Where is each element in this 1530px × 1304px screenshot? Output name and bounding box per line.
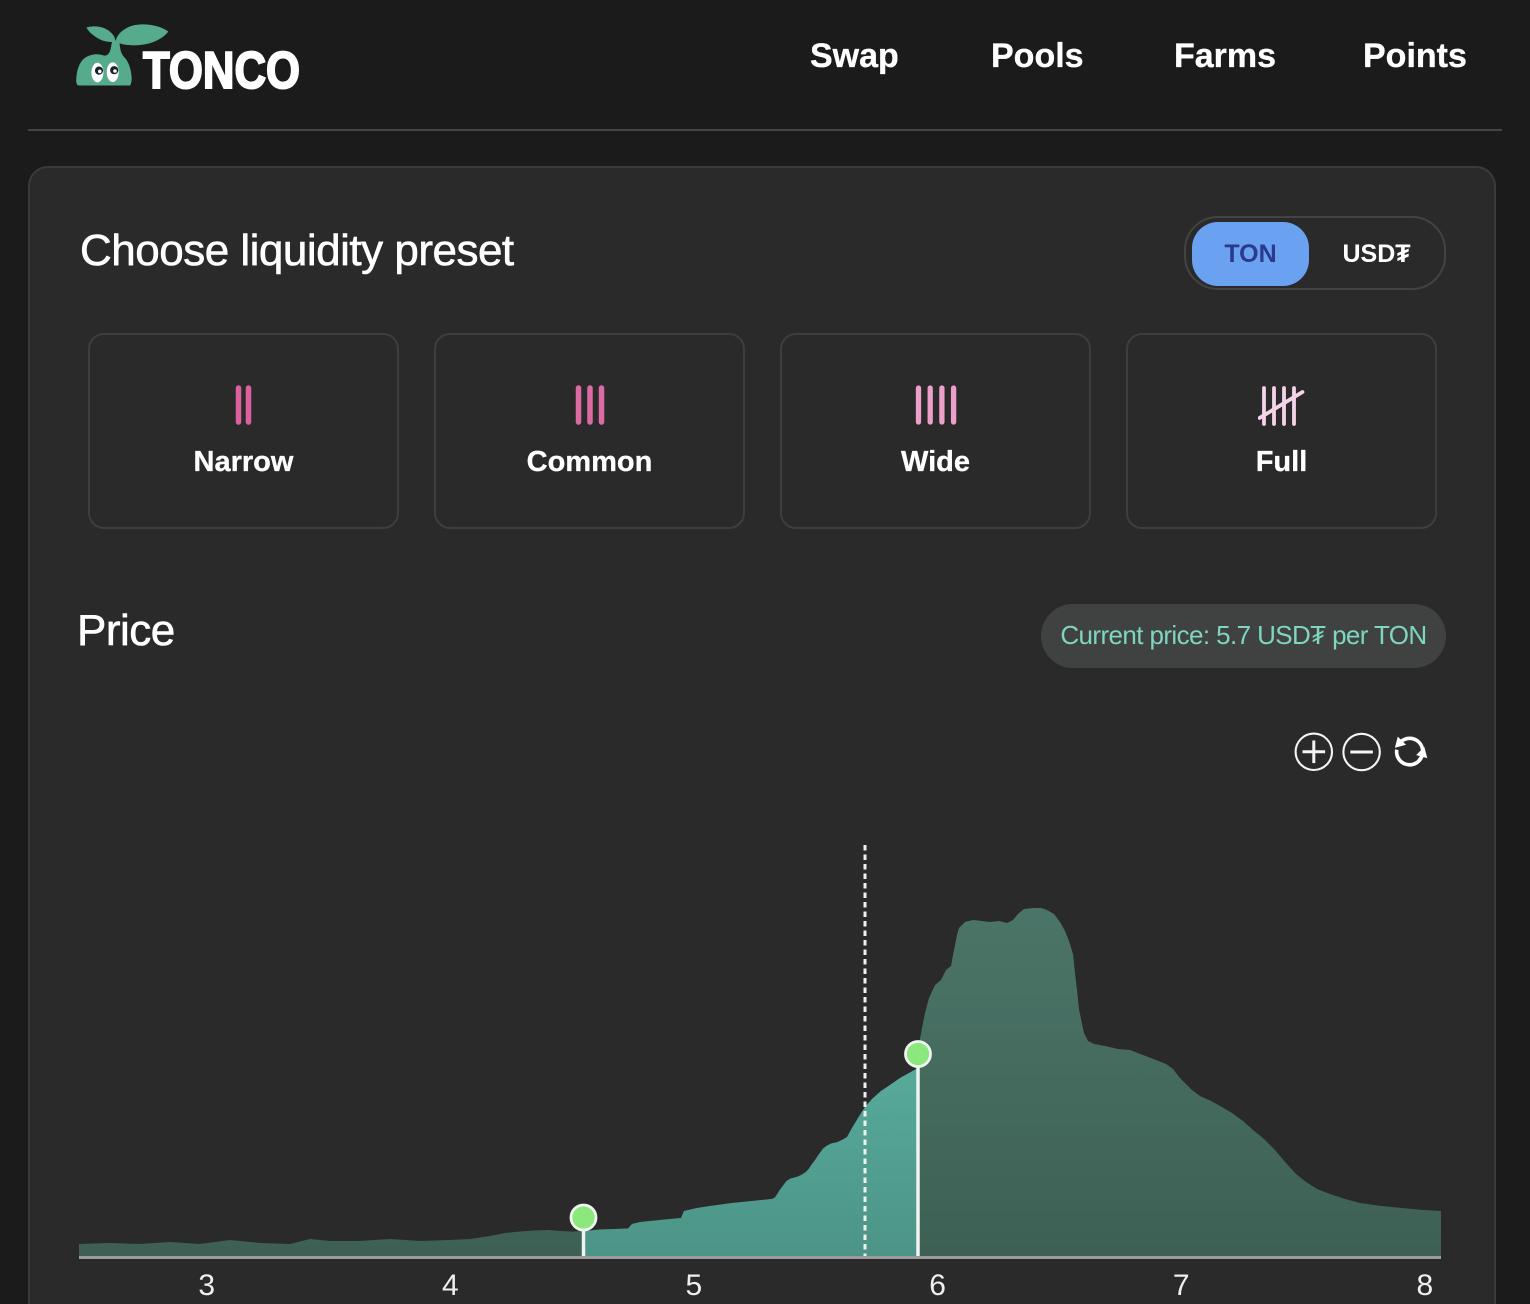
svg-text:8: 8 [1416,1269,1433,1302]
svg-text:7: 7 [1173,1269,1190,1302]
svg-text:4: 4 [442,1269,459,1302]
svg-text:6: 6 [929,1269,946,1302]
svg-text:3: 3 [198,1269,215,1302]
svg-text:5: 5 [686,1269,703,1302]
svg-text:TONCO: TONCO [143,42,300,100]
